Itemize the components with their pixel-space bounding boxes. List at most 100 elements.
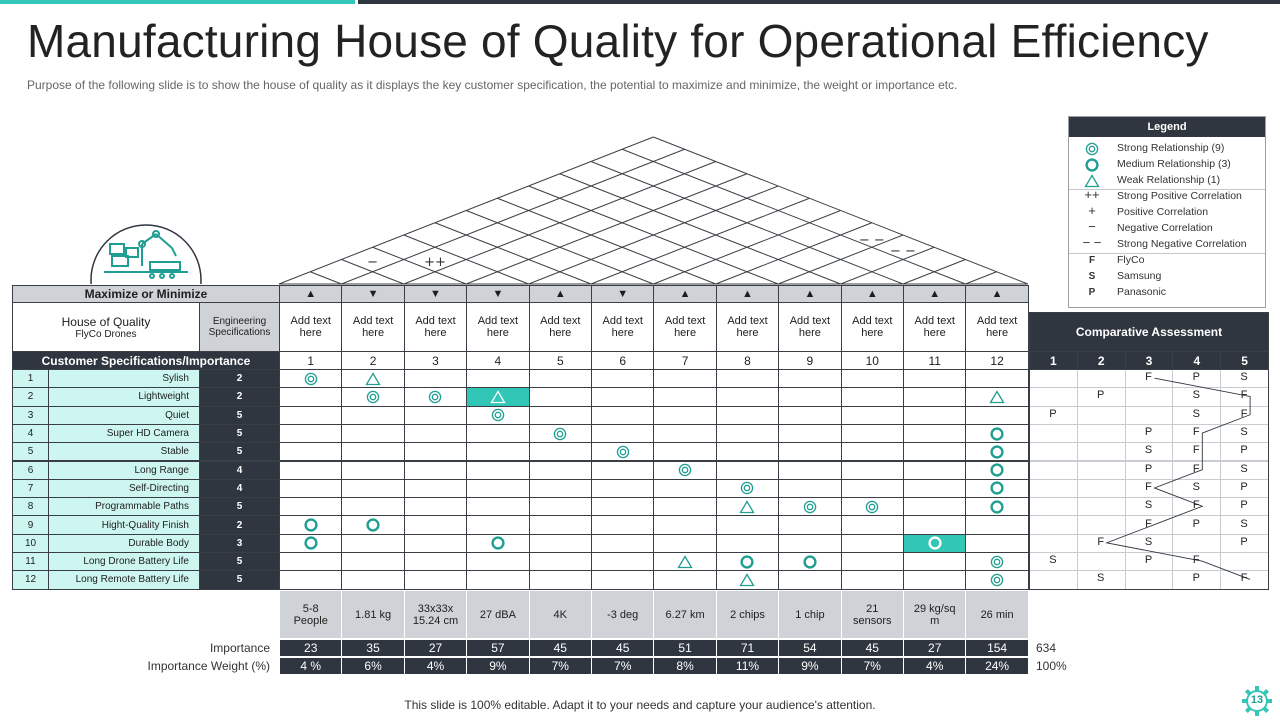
matrix-cell[interactable] xyxy=(903,460,967,480)
matrix-cell[interactable] xyxy=(341,369,405,389)
matrix-cell[interactable] xyxy=(840,369,904,389)
matrix-cell[interactable] xyxy=(341,552,405,572)
matrix-cell[interactable] xyxy=(466,369,530,389)
matrix-cell[interactable] xyxy=(466,442,530,462)
matrix-cell[interactable] xyxy=(778,405,842,425)
matrix-cell[interactable] xyxy=(403,442,468,462)
matrix-cell[interactable] xyxy=(653,570,717,590)
matrix-cell[interactable] xyxy=(778,533,842,553)
matrix-cell[interactable] xyxy=(715,442,780,462)
matrix-cell[interactable] xyxy=(279,478,343,499)
matrix-cell[interactable] xyxy=(403,405,468,425)
matrix-cell[interactable] xyxy=(965,442,1029,462)
matrix-cell[interactable] xyxy=(778,478,842,499)
matrix-cell[interactable] xyxy=(403,478,468,499)
matrix-cell[interactable] xyxy=(466,552,530,572)
matrix-cell[interactable] xyxy=(653,423,717,444)
matrix-cell[interactable] xyxy=(653,497,717,517)
matrix-cell[interactable] xyxy=(715,515,780,535)
matrix-cell[interactable] xyxy=(591,515,655,535)
matrix-cell[interactable] xyxy=(653,533,717,553)
matrix-cell[interactable] xyxy=(840,460,904,480)
matrix-cell[interactable] xyxy=(715,387,780,407)
matrix-cell[interactable] xyxy=(715,405,780,425)
matrix-cell[interactable] xyxy=(965,460,1029,480)
matrix-cell[interactable] xyxy=(279,369,343,389)
matrix-cell[interactable] xyxy=(965,497,1029,517)
matrix-cell[interactable] xyxy=(528,460,592,480)
spec-text-cell[interactable]: Add text here xyxy=(279,302,343,352)
matrix-cell[interactable] xyxy=(279,460,343,480)
matrix-cell[interactable] xyxy=(591,478,655,499)
matrix-cell[interactable] xyxy=(903,497,967,517)
matrix-cell[interactable] xyxy=(840,478,904,499)
matrix-cell[interactable] xyxy=(715,460,780,480)
matrix-cell[interactable] xyxy=(279,405,343,425)
spec-text-cell[interactable]: Add text here xyxy=(778,302,842,352)
matrix-cell[interactable] xyxy=(528,369,592,389)
matrix-cell[interactable] xyxy=(591,533,655,553)
matrix-cell[interactable] xyxy=(466,460,530,480)
matrix-cell[interactable] xyxy=(528,497,592,517)
matrix-cell[interactable] xyxy=(903,387,967,407)
matrix-cell[interactable] xyxy=(591,570,655,590)
matrix-cell[interactable] xyxy=(403,570,468,590)
matrix-cell[interactable] xyxy=(403,423,468,444)
matrix-cell[interactable] xyxy=(279,552,343,572)
matrix-cell[interactable] xyxy=(840,570,904,590)
matrix-cell[interactable] xyxy=(778,497,842,517)
matrix-cell[interactable] xyxy=(903,570,967,590)
matrix-cell[interactable] xyxy=(653,405,717,425)
matrix-cell[interactable] xyxy=(591,369,655,389)
matrix-cell[interactable] xyxy=(903,369,967,389)
matrix-cell[interactable] xyxy=(341,423,405,444)
matrix-cell[interactable] xyxy=(965,515,1029,535)
matrix-cell[interactable] xyxy=(840,387,904,407)
matrix-cell[interactable] xyxy=(778,552,842,572)
matrix-cell[interactable] xyxy=(840,533,904,553)
matrix-cell[interactable] xyxy=(965,405,1029,425)
matrix-cell[interactable] xyxy=(653,460,717,480)
matrix-cell[interactable] xyxy=(528,478,592,499)
matrix-cell[interactable] xyxy=(341,442,405,462)
matrix-cell[interactable] xyxy=(778,369,842,389)
matrix-cell[interactable] xyxy=(653,478,717,499)
matrix-cell[interactable] xyxy=(341,387,405,407)
spec-text-cell[interactable]: Add text here xyxy=(653,302,717,352)
matrix-cell[interactable] xyxy=(403,387,468,407)
matrix-cell[interactable] xyxy=(528,533,592,553)
matrix-cell[interactable] xyxy=(528,442,592,462)
spec-text-cell[interactable]: Add text here xyxy=(840,302,904,352)
matrix-cell[interactable] xyxy=(528,552,592,572)
matrix-cell[interactable] xyxy=(903,478,967,499)
matrix-cell[interactable] xyxy=(653,552,717,572)
matrix-cell[interactable] xyxy=(403,497,468,517)
matrix-cell[interactable] xyxy=(466,387,530,407)
matrix-cell[interactable] xyxy=(341,478,405,499)
matrix-cell[interactable] xyxy=(965,533,1029,553)
matrix-cell[interactable] xyxy=(715,533,780,553)
matrix-cell[interactable] xyxy=(653,369,717,389)
matrix-cell[interactable] xyxy=(715,497,780,517)
matrix-cell[interactable] xyxy=(965,478,1029,499)
matrix-cell[interactable] xyxy=(840,442,904,462)
spec-text-cell[interactable]: Add text here xyxy=(591,302,655,352)
matrix-cell[interactable] xyxy=(403,533,468,553)
matrix-cell[interactable] xyxy=(403,460,468,480)
matrix-cell[interactable] xyxy=(279,515,343,535)
matrix-cell[interactable] xyxy=(778,387,842,407)
matrix-cell[interactable] xyxy=(653,387,717,407)
matrix-cell[interactable] xyxy=(591,405,655,425)
matrix-cell[interactable] xyxy=(965,387,1029,407)
matrix-cell[interactable] xyxy=(341,497,405,517)
matrix-cell[interactable] xyxy=(403,515,468,535)
matrix-cell[interactable] xyxy=(591,423,655,444)
matrix-cell[interactable] xyxy=(341,460,405,480)
matrix-cell[interactable] xyxy=(341,533,405,553)
matrix-cell[interactable] xyxy=(778,570,842,590)
matrix-cell[interactable] xyxy=(840,405,904,425)
matrix-cell[interactable] xyxy=(715,552,780,572)
spec-text-cell[interactable]: Add text here xyxy=(466,302,530,352)
spec-text-cell[interactable]: Add text here xyxy=(715,302,780,352)
matrix-cell[interactable] xyxy=(903,423,967,444)
